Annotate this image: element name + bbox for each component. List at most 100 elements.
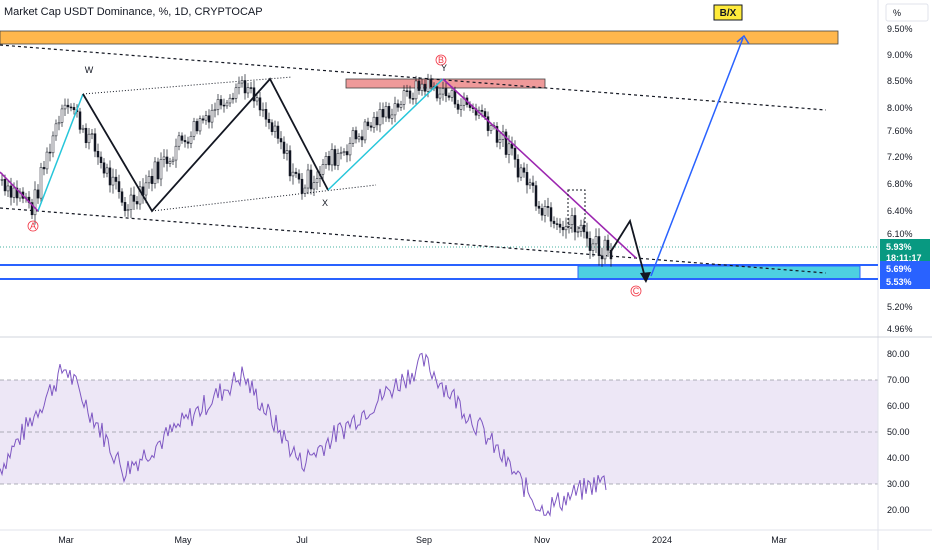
wave-w-label: W: [85, 65, 94, 75]
candle-body: [201, 118, 205, 121]
wave-b-label: B: [438, 55, 444, 65]
candle-body: [483, 111, 487, 117]
candle-body: [300, 178, 304, 194]
candle-body: [312, 182, 316, 190]
candle-body: [177, 135, 181, 147]
candle-body: [369, 125, 373, 128]
candle-body: [195, 121, 199, 132]
wave-leg-cyan-2[interactable]: [327, 78, 444, 191]
candle-body: [225, 102, 229, 107]
wave-leg-cyan-1[interactable]: [37, 93, 84, 212]
price-tick-label: 6.80%: [887, 179, 913, 189]
candle-body: [81, 127, 85, 130]
candle-body: [390, 114, 394, 119]
consolidation-box[interactable]: [567, 189, 586, 229]
wave-b-marker: [435, 54, 447, 66]
candle-body: [279, 138, 283, 143]
candle-body: [408, 90, 412, 99]
candle-body: [291, 171, 295, 177]
candle-body: [393, 103, 397, 116]
candle-body: [603, 239, 607, 260]
candle-body: [399, 104, 403, 108]
support-zone[interactable]: [577, 265, 861, 280]
candle-body: [12, 187, 16, 198]
candle-body: [228, 97, 232, 104]
channel-top-line[interactable]: [0, 44, 827, 111]
candle-body: [558, 223, 562, 228]
wave-a-label: A: [30, 221, 36, 231]
candle-body: [252, 87, 256, 102]
candle-body: [351, 130, 355, 144]
candle-body: [357, 136, 361, 140]
candle-body: [375, 116, 379, 126]
candle-body: [495, 126, 499, 143]
scale-unit-box[interactable]: [885, 3, 929, 22]
rsi-tick-label: 20.00: [887, 505, 910, 515]
price-badge-label: 5.53%: [886, 277, 912, 287]
candle-body: [519, 167, 523, 178]
candle-body: [54, 123, 58, 137]
candle-body: [555, 223, 559, 225]
triangle-top-line[interactable]: [82, 76, 293, 95]
projection-black[interactable]: [609, 218, 647, 282]
candle-body: [105, 167, 109, 174]
candle-body: [96, 150, 100, 158]
candle-body: [129, 194, 133, 210]
projection-blue[interactable]: [650, 37, 744, 277]
rsi-line: [0, 352, 607, 517]
candle-body: [30, 202, 34, 216]
sell-zone[interactable]: [345, 78, 546, 89]
candle-body: [33, 189, 37, 216]
candle-body: [168, 161, 172, 164]
channel-bottom-line[interactable]: [0, 207, 827, 274]
candle-body: [543, 206, 547, 216]
candle-body: [282, 141, 286, 154]
candle-body: [423, 83, 427, 92]
candle-body: [354, 130, 358, 140]
candle-body: [120, 191, 124, 203]
candle-body: [453, 90, 457, 105]
candle-body: [570, 215, 574, 225]
candle-body: [183, 140, 187, 143]
wave-leg-purple[interactable]: [442, 78, 637, 259]
candle-body: [315, 178, 319, 183]
time-tick-label: May: [174, 535, 192, 545]
bx-box[interactable]: [713, 4, 743, 21]
rsi-tick-label: 80.00: [887, 349, 910, 359]
candle-body: [498, 139, 502, 143]
candle-body: [594, 236, 598, 245]
wave-w-black[interactable]: [82, 77, 329, 213]
candle-body: [213, 109, 217, 111]
candle-body: [243, 80, 247, 94]
time-tick-label: Jul: [296, 535, 308, 545]
candle-body: [36, 189, 40, 199]
price-badge: [880, 239, 930, 265]
wave-c-label: C: [633, 286, 640, 296]
candle-body: [264, 109, 268, 120]
candle-body: [420, 83, 424, 91]
candle-body: [156, 161, 160, 180]
candle-body: [546, 206, 550, 208]
resistance-zone[interactable]: [0, 30, 839, 45]
candle-body: [159, 159, 163, 180]
candle-body: [345, 151, 349, 156]
candle-body: [522, 167, 526, 173]
candle-body: [336, 153, 340, 166]
candle-body: [84, 127, 88, 144]
candle-body: [222, 104, 226, 107]
wave-leg-purple-start[interactable]: [0, 171, 39, 212]
price-tick-label: 5.20%: [887, 302, 913, 312]
candle-body: [57, 122, 61, 125]
price-tick-label: 9.00%: [887, 50, 913, 60]
candle-body: [267, 119, 271, 123]
candle-body: [219, 99, 223, 106]
candle-body: [186, 141, 190, 144]
candle-body: [45, 151, 49, 170]
candle-body: [90, 133, 94, 135]
time-tick-label: Nov: [534, 535, 551, 545]
candle-body: [144, 182, 148, 196]
price-tick-label: 7.20%: [887, 152, 913, 162]
candle-body: [189, 135, 193, 144]
projection-black-arrowhead: [640, 272, 651, 283]
